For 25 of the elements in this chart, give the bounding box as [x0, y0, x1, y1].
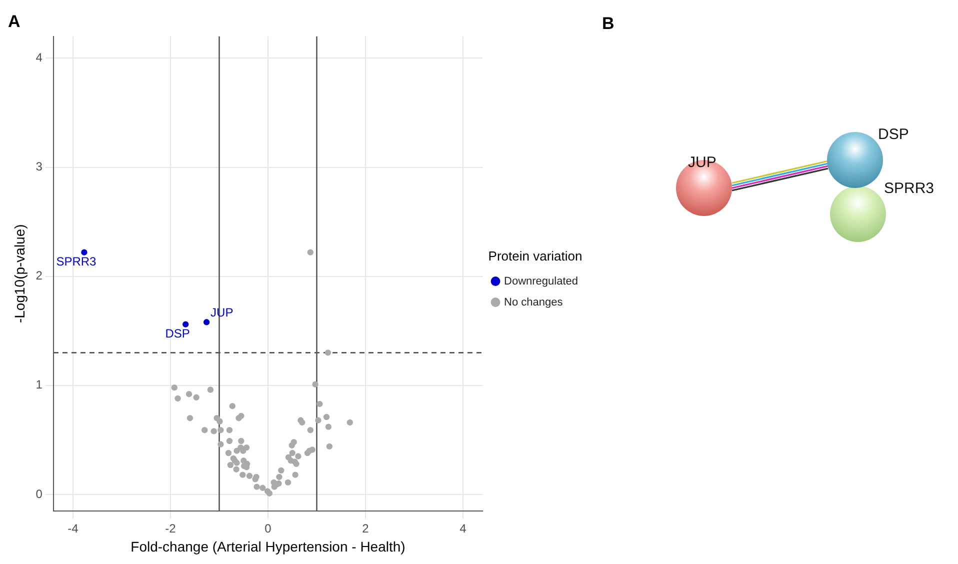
x-tick-label: -4 — [68, 521, 79, 536]
y-tick-label: 0 — [36, 486, 43, 501]
point — [203, 319, 210, 326]
point — [81, 249, 88, 256]
text: DSP — [878, 126, 909, 143]
point — [182, 321, 189, 328]
text: JUP — [688, 154, 716, 171]
legend-title: Protein variation — [488, 248, 582, 264]
y-tick-label: 1 — [36, 378, 43, 392]
y-axis-title: -Log10(p-value) — [11, 224, 28, 324]
x-axis-title: Fold-change (Arterial Hypertension - Health) — [130, 538, 406, 554]
x-tick-label: 0 — [264, 521, 272, 536]
text: SPRR3 — [884, 180, 934, 197]
legend-label: Downregulated — [504, 275, 578, 288]
legend-label: No changes — [504, 296, 564, 308]
x-tick-label: -2 — [165, 521, 176, 536]
text: B — [602, 14, 614, 34]
chart-title: A — [8, 12, 20, 31]
annotation: SPRR3 — [56, 254, 97, 269]
y-tick-label: 4 — [36, 50, 43, 65]
x-tick-label: 4 — [460, 521, 467, 536]
x-tick-label: 2 — [362, 521, 370, 536]
y-tick-label: 2 — [36, 268, 43, 283]
annotation: DSP — [165, 326, 190, 341]
y-tick-label: 3 — [36, 160, 43, 174]
